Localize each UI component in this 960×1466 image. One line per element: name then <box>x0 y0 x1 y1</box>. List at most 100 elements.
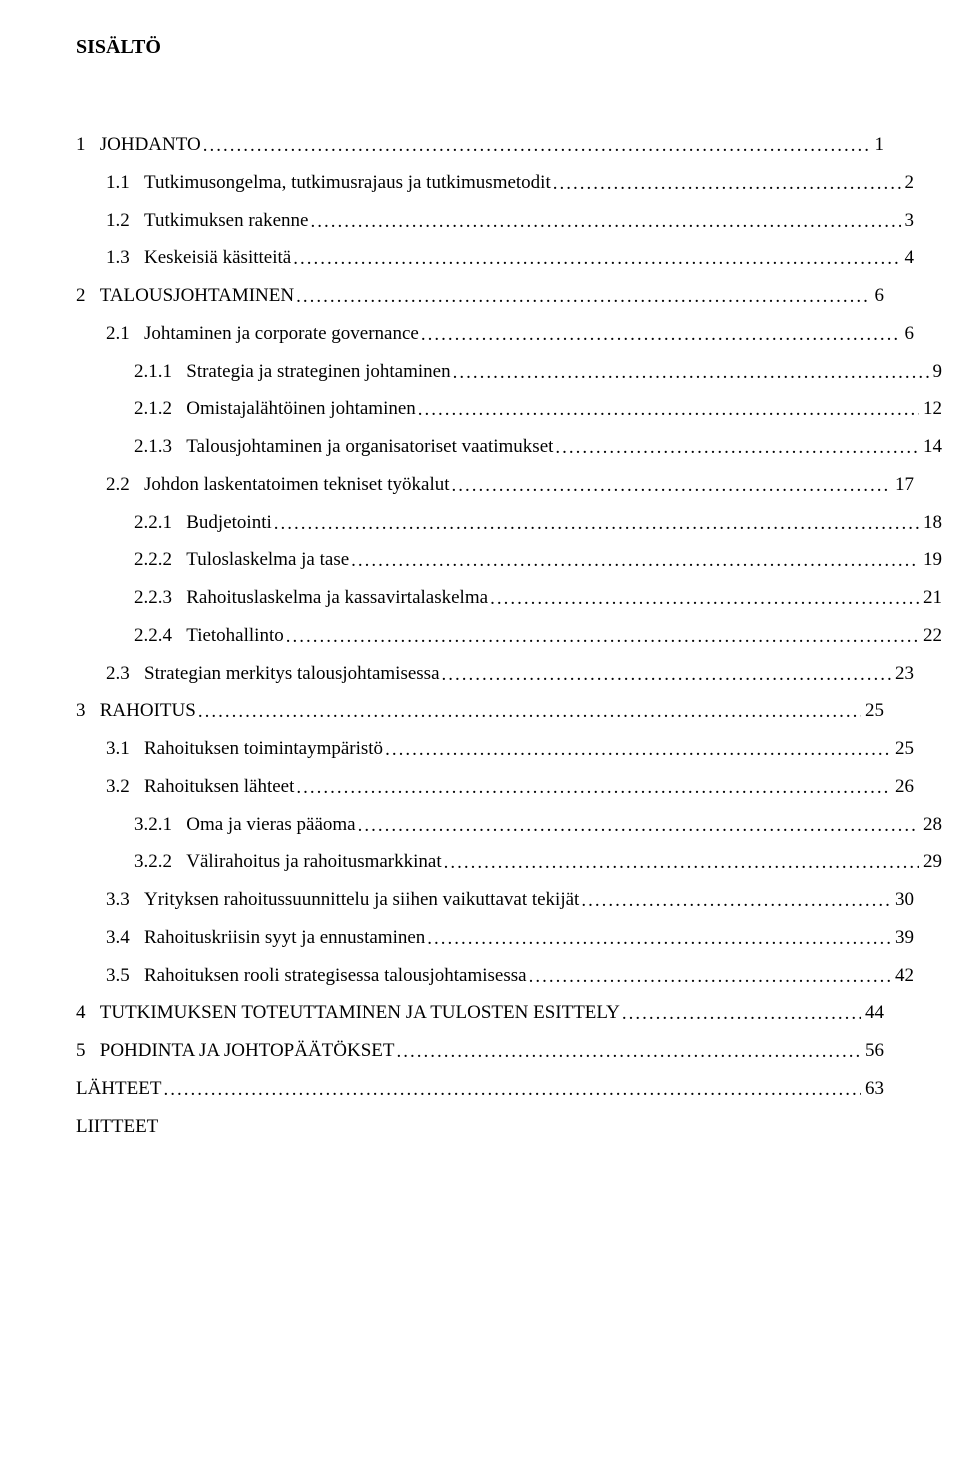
toc-entry-number: 1 <box>76 133 100 157</box>
toc-leader-dots: ........................................… <box>421 323 901 347</box>
toc-entry-title: POHDINTA JA JOHTOPÄÄTÖKSET <box>100 1039 397 1063</box>
toc-leader-dots: ........................................… <box>203 134 871 158</box>
toc-leader-dots: ........................................… <box>529 965 891 989</box>
document-page: SISÄLTÖ 1 JOHDANTO......................… <box>0 0 960 1466</box>
toc-entry-title: LIITTEET <box>76 1115 160 1139</box>
toc-leader-dots: ........................................… <box>296 776 891 800</box>
toc-entry: 2.2 Johdon laskentatoimen tekniset työka… <box>76 473 914 497</box>
toc-leader-dots: ........................................… <box>358 814 919 838</box>
toc-entry-title: Tuloslaskelma ja tase <box>186 548 351 572</box>
toc-entry-number: 3.2.1 <box>134 813 186 837</box>
toc-leader-dots: ........................................… <box>296 285 870 309</box>
toc-entry-title: Rahoituksen lähteet <box>144 775 296 799</box>
toc-entry-page: 25 <box>891 737 914 761</box>
toc-leader-dots: ........................................… <box>310 210 900 234</box>
toc-leader-dots: ........................................… <box>452 474 891 498</box>
toc-entry-page: 17 <box>891 473 914 497</box>
toc-entry-number: 1.2 <box>106 209 144 233</box>
toc-entry-page: 56 <box>861 1039 884 1063</box>
toc-leader-dots: ........................................… <box>553 172 901 196</box>
table-of-contents: 1 JOHDANTO..............................… <box>76 133 884 1138</box>
toc-entry-page: 19 <box>919 548 942 572</box>
toc-entry-title: Strategia ja strateginen johtaminen <box>186 360 452 384</box>
toc-entry-page: 6 <box>901 322 915 346</box>
toc-entry-title: Tutkimusongelma, tutkimusrajaus ja tutki… <box>144 171 553 195</box>
toc-entry: 3 RAHOITUS..............................… <box>76 699 884 723</box>
toc-entry: 2.2.2 Tuloslaskelma ja tase.............… <box>76 548 942 572</box>
toc-leader-dots: ........................................… <box>163 1078 861 1102</box>
toc-entry-title: Rahoituslaskelma ja kassavirtalaskelma <box>186 586 490 610</box>
toc-entry-number: 3.3 <box>106 888 144 912</box>
toc-entry-number: 2.2.2 <box>134 548 186 572</box>
toc-entry-page: 42 <box>891 964 914 988</box>
toc-entry-number: 1.1 <box>106 171 144 195</box>
toc-entry-title: Yrityksen rahoitussuunnittelu ja siihen … <box>144 888 581 912</box>
toc-entry-page: 26 <box>891 775 914 799</box>
toc-leader-dots: ........................................… <box>274 512 919 536</box>
toc-leader-dots: ........................................… <box>351 549 919 573</box>
toc-entry: 3.1 Rahoituksen toimintaympäristö.......… <box>76 737 914 761</box>
toc-leader-dots: ........................................… <box>581 889 891 913</box>
toc-entry-title: RAHOITUS <box>100 699 198 723</box>
toc-entry-title: Strategian merkitys talousjohtamisessa <box>144 662 442 686</box>
toc-entry-title: Tietohallinto <box>186 624 285 648</box>
toc-leader-dots: ........................................… <box>198 700 861 724</box>
toc-entry: 3.2.2 Välirahoitus ja rahoitusmarkkinat.… <box>76 850 942 874</box>
toc-entry: 4 TUTKIMUKSEN TOTEUTTAMINEN JA TULOSTEN … <box>76 1001 884 1025</box>
toc-entry-page: 1 <box>871 133 885 157</box>
toc-entry: 3.5 Rahoituksen rooli strategisessa talo… <box>76 964 914 988</box>
toc-entry-number: 2.3 <box>106 662 144 686</box>
toc-entry: LÄHTEET.................................… <box>76 1077 884 1101</box>
toc-entry-title: Omistajalähtöinen johtaminen <box>186 397 418 421</box>
toc-entry: LIITTEET................................… <box>76 1115 884 1139</box>
toc-entry: 5 POHDINTA JA JOHTOPÄÄTÖKSET............… <box>76 1039 884 1063</box>
toc-entry-page: 39 <box>891 926 914 950</box>
toc-leader-dots: ........................................… <box>427 927 891 951</box>
toc-entry-number: 3.2.2 <box>134 850 186 874</box>
spacer <box>76 107 884 133</box>
toc-entry: 3.2 Rahoituksen lähteet.................… <box>76 775 914 799</box>
toc-entry: 3.4 Rahoituskriisin syyt ja ennustaminen… <box>76 926 914 950</box>
toc-entry-title: Oma ja vieras pääoma <box>186 813 357 837</box>
page-title: SISÄLTÖ <box>76 36 884 59</box>
toc-entry-number: 2.1.3 <box>134 435 186 459</box>
toc-leader-dots: ........................................… <box>418 398 919 422</box>
toc-entry-title: Johdon laskentatoimen tekniset työkalut <box>144 473 452 497</box>
toc-entry-page: 9 <box>929 360 943 384</box>
toc-entry-title: Välirahoitus ja rahoitusmarkkinat <box>186 850 443 874</box>
toc-entry-number: 5 <box>76 1039 100 1063</box>
toc-entry-number: 3.2 <box>106 775 144 799</box>
toc-entry-number: 3.1 <box>106 737 144 761</box>
toc-entry-page: 28 <box>919 813 942 837</box>
toc-entry: 1.2 Tutkimuksen rakenne.................… <box>76 209 914 233</box>
toc-entry-number: 2 <box>76 284 100 308</box>
toc-entry-title: Johtaminen ja corporate governance <box>144 322 421 346</box>
toc-entry-page: 12 <box>919 397 942 421</box>
toc-leader-dots: ........................................… <box>442 663 891 687</box>
toc-entry-page: 4 <box>901 246 915 270</box>
toc-entry-page: 18 <box>919 511 942 535</box>
toc-entry-page: 23 <box>891 662 914 686</box>
toc-entry-number: 2.2.3 <box>134 586 186 610</box>
toc-leader-dots: ........................................… <box>444 851 919 875</box>
toc-entry-title: Keskeisiä käsitteitä <box>144 246 293 270</box>
toc-entry-number: 2.2 <box>106 473 144 497</box>
toc-entry-title: Rahoituksen rooli strategisessa talousjo… <box>144 964 529 988</box>
toc-entry-number: 3.4 <box>106 926 144 950</box>
toc-entry-title: Rahoituskriisin syyt ja ennustaminen <box>144 926 427 950</box>
toc-entry-page: 6 <box>871 284 885 308</box>
toc-entry: 2.1 Johtaminen ja corporate governance..… <box>76 322 914 346</box>
toc-entry-number: 1.3 <box>106 246 144 270</box>
toc-entry: 2 TALOUSJOHTAMINEN......................… <box>76 284 884 308</box>
toc-entry-title: Budjetointi <box>186 511 274 535</box>
toc-leader-dots: ........................................… <box>385 738 891 762</box>
toc-entry: 3.2.1 Oma ja vieras pääoma..............… <box>76 813 942 837</box>
toc-entry: 2.2.4 Tietohallinto.....................… <box>76 624 942 648</box>
toc-entry-title: Tutkimuksen rakenne <box>144 209 310 233</box>
toc-entry: 1.1 Tutkimusongelma, tutkimusrajaus ja t… <box>76 171 914 195</box>
toc-entry-title: LÄHTEET <box>76 1077 163 1101</box>
toc-entry-title: TUTKIMUKSEN TOTEUTTAMINEN JA TULOSTEN ES… <box>100 1001 622 1025</box>
toc-entry-title: Rahoituksen toimintaympäristö <box>144 737 385 761</box>
toc-entry-number: 3 <box>76 699 100 723</box>
toc-entry-page: 2 <box>901 171 915 195</box>
